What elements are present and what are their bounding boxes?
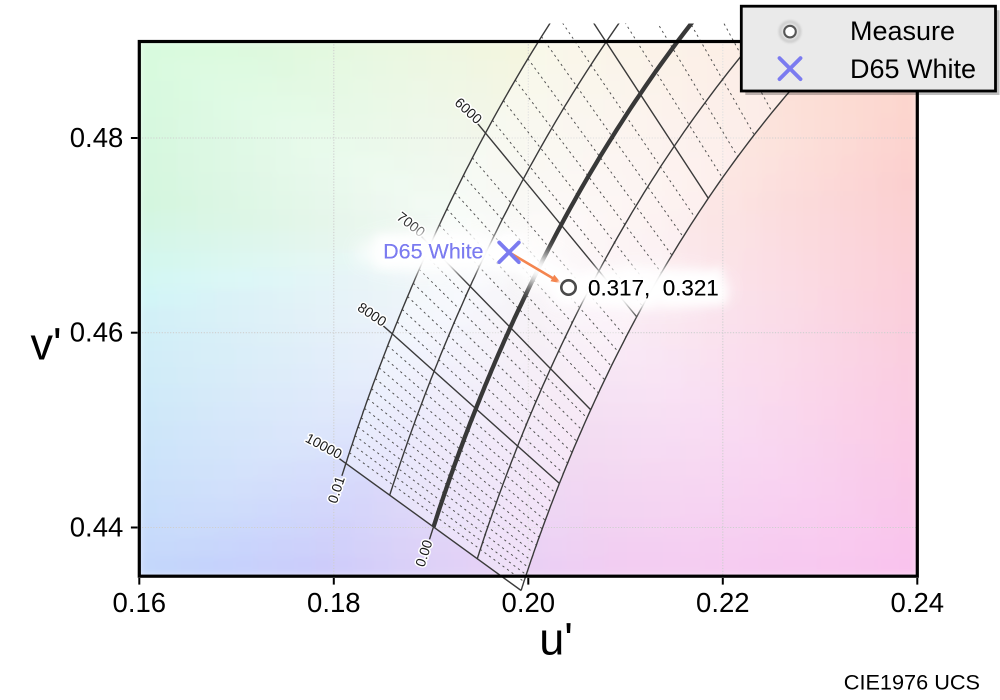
- svg-text:CIE1976 UCS: CIE1976 UCS: [844, 670, 980, 695]
- svg-text:0.16: 0.16: [113, 587, 167, 618]
- svg-text:0.44: 0.44: [70, 512, 124, 543]
- svg-text:D65 White: D65 White: [850, 54, 976, 84]
- svg-text:0.24: 0.24: [891, 587, 945, 618]
- svg-text:0.317, 0.321: 0.317, 0.321: [588, 276, 719, 301]
- svg-text:0.317, 0.321: 0.317, 0.321: [588, 276, 719, 301]
- svg-text:0.18: 0.18: [307, 587, 361, 618]
- svg-text:u': u': [539, 614, 573, 665]
- svg-text:D65 White: D65 White: [383, 240, 483, 264]
- svg-text:0.48: 0.48: [70, 122, 124, 153]
- svg-text:v': v': [30, 319, 61, 370]
- svg-text:0.46: 0.46: [70, 317, 124, 348]
- svg-text:D65 White: D65 White: [383, 240, 483, 264]
- svg-text:0.20: 0.20: [502, 587, 556, 618]
- svg-text:Measure: Measure: [850, 16, 955, 46]
- svg-text:0.22: 0.22: [696, 587, 750, 618]
